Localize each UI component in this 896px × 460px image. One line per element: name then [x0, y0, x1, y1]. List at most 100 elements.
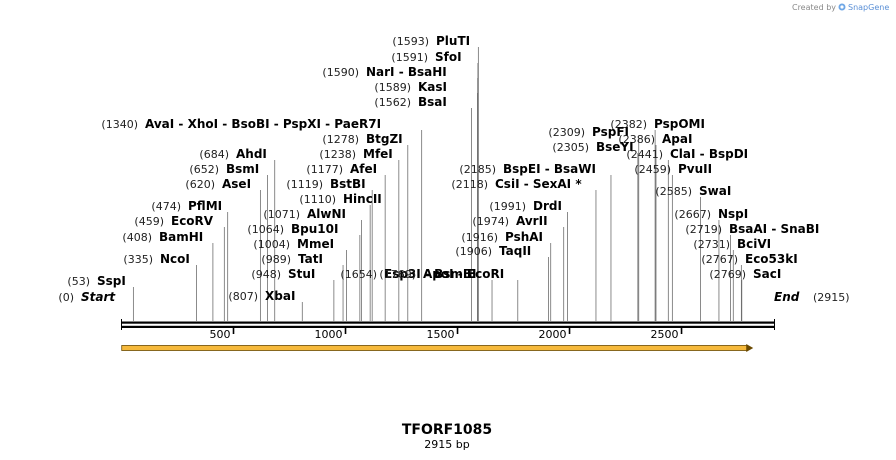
enzyme-site-left[interactable]: (652) BsmI	[189, 162, 259, 176]
cut-site-position: (2667)	[674, 208, 711, 221]
enzyme-site-right[interactable]: (2441) ClaI - BspDI	[626, 147, 748, 161]
enzyme-name[interactable]: SfoI	[435, 50, 462, 64]
orf-feature-arrow[interactable]	[121, 344, 754, 352]
enzyme-name[interactable]: NarI - BsaHI	[366, 65, 447, 79]
enzyme-name[interactable]: SspI	[97, 274, 126, 288]
enzyme-site-left[interactable]: (1340) AvaI - XhoI - BsoBI - PspXI - PaeR…	[101, 117, 381, 131]
enzyme-site-left[interactable]: (989) TatI	[261, 252, 323, 266]
enzyme-name[interactable]: SwaI	[699, 184, 731, 198]
enzyme-site-left[interactable]: (1004) MmeI	[253, 237, 334, 251]
enzyme-site-left[interactable]: (53) SspI	[67, 274, 125, 288]
enzyme-name[interactable]: ApaI	[662, 132, 692, 146]
enzyme-name[interactable]: TatI	[298, 252, 323, 266]
enzyme-site-right[interactable]: (2667) NspI	[674, 207, 748, 221]
enzyme-site-right[interactable]: (2769) SacI	[709, 267, 781, 281]
enzyme-site-right[interactable]: (1991) DrdI	[489, 199, 562, 213]
enzyme-site-left[interactable]: (1177) AfeI	[306, 162, 377, 176]
enzyme-name[interactable]: PspOMI	[654, 117, 705, 131]
enzyme-name[interactable]: ClaI - BspDI	[670, 147, 748, 161]
enzyme-name[interactable]: AhdI	[236, 147, 267, 161]
enzyme-name[interactable]: KasI	[418, 80, 447, 94]
enzyme-site-left[interactable]: (1593) PluTI	[392, 34, 470, 48]
enzyme-site-right[interactable]: (2382) PspOMI	[610, 117, 705, 131]
enzyme-site-right[interactable]: (1916) PshAI	[461, 230, 543, 244]
enzyme-site-right[interactable]: (2731) BciVI	[693, 237, 771, 251]
enzyme-site-left[interactable]: (1110) HincII	[299, 192, 381, 206]
enzyme-site-left[interactable]: (1238) MfeI	[319, 147, 392, 161]
enzyme-name[interactable]: PluTI	[436, 34, 470, 48]
enzyme-site-right[interactable]: (2585) SwaI	[655, 184, 731, 198]
enzyme-site-right[interactable]: (2459) PvuII	[634, 162, 712, 176]
enzyme-name[interactable]: BstBI	[330, 177, 366, 191]
enzyme-name[interactable]: AvrII	[516, 214, 548, 228]
enzyme-name[interactable]: PvuII	[678, 162, 712, 176]
enzyme-name[interactable]: HincII	[343, 192, 382, 206]
enzyme-name[interactable]: BseYI	[596, 140, 634, 154]
enzyme-name[interactable]: AlwNI	[307, 207, 346, 221]
enzyme-name[interactable]: ApoI - EcoRI	[423, 267, 504, 281]
enzyme-name[interactable]: AseI	[222, 177, 251, 191]
enzyme-name[interactable]: CsiI - SexAI *	[495, 177, 582, 191]
enzyme-site-left[interactable]: (807) XbaI	[228, 289, 295, 303]
enzyme-site-left[interactable]: (1064) Bpu10I	[247, 222, 338, 236]
enzyme-site-left[interactable]: (1562) BsaI	[374, 95, 446, 109]
enzyme-site-left[interactable]: (620) AseI	[185, 177, 251, 191]
enzyme-name[interactable]: PshAI	[505, 230, 543, 244]
enzyme-site-right[interactable]: (1974) AvrII	[472, 214, 547, 228]
enzyme-name[interactable]: Eco53kI	[745, 252, 798, 266]
enzyme-name[interactable]: NcoI	[160, 252, 190, 266]
enzyme-site-right[interactable]: (2118) CsiI - SexAI *	[451, 177, 582, 191]
enzyme-name[interactable]: BsaI	[418, 95, 447, 109]
enzyme-name[interactable]: BsmI	[226, 162, 259, 176]
enzyme-site-right[interactable]: (2386) ApaI	[618, 132, 692, 146]
enzyme-site-left[interactable]: (474) PflMI	[151, 199, 222, 213]
enzyme-name[interactable]: TaqII	[499, 244, 531, 258]
enzyme-name[interactable]: XbaI	[265, 289, 295, 303]
enzyme-site-left[interactable]: (1590) NarI - BsaHI	[322, 65, 446, 79]
enzyme-site-left[interactable]: (459) EcoRV	[134, 214, 213, 228]
orf-feature-arrowhead[interactable]	[746, 344, 754, 352]
enzyme-name[interactable]: MmeI	[297, 237, 334, 251]
backbone-bottom-strand	[121, 325, 775, 328]
enzyme-site-left[interactable]: (1591) SfoI	[391, 50, 461, 64]
cut-site-position: (53)	[67, 275, 90, 288]
cut-site-position: (2382)	[610, 118, 647, 131]
ruler-tick-label: 2000	[539, 328, 567, 341]
enzyme-name[interactable]: BamHI	[159, 230, 203, 244]
enzyme-name[interactable]: SacI	[753, 267, 781, 281]
enzyme-site-left[interactable]: (948) StuI	[251, 267, 315, 281]
enzyme-name[interactable]: MfeI	[363, 147, 393, 161]
enzyme-site-right[interactable]: (2305) BseYI	[552, 140, 633, 154]
enzyme-site-left[interactable]: (408) BamHI	[122, 230, 203, 244]
enzyme-site-right[interactable]: (1906) TaqII	[455, 244, 531, 258]
enzyme-site-right[interactable]: (2767) Eco53kI	[701, 252, 797, 266]
enzyme-name[interactable]: AfeI	[350, 162, 377, 176]
enzyme-name[interactable]: PflMI	[188, 199, 222, 213]
enzyme-name[interactable]: DrdI	[533, 199, 562, 213]
enzyme-name[interactable]: AvaI - XhoI - BsoBI - PspXI - PaeR7I	[145, 117, 381, 131]
cut-site-position: (1991)	[489, 200, 526, 213]
enzyme-name[interactable]: NspI	[718, 207, 748, 221]
enzyme-site-left[interactable]: (684) AhdI	[199, 147, 266, 161]
enzyme-site-left[interactable]: (1119) BstBI	[286, 177, 365, 191]
enzyme-name[interactable]: BsaAI - SnaBI	[729, 222, 819, 236]
enzyme-name[interactable]: Esp3I - BsmBI	[384, 267, 476, 281]
enzyme-site-right[interactable]: (2309) PspFI	[548, 125, 629, 139]
enzyme-site-left[interactable]: (1769) ApoI - EcoRI	[379, 267, 504, 281]
enzyme-site-left[interactable]: (1071) AlwNI	[263, 207, 346, 221]
enzyme-name[interactable]: Bpu10I	[291, 222, 338, 236]
enzyme-site-right[interactable]: (2185) BspEI - BsaWI	[459, 162, 596, 176]
enzyme-site-left[interactable]: (1654) Esp3I - BsmBI	[340, 267, 476, 281]
enzyme-name[interactable]: BspEI - BsaWI	[503, 162, 596, 176]
enzyme-site-right[interactable]: (2719) BsaAI - SnaBI	[685, 222, 819, 236]
enzyme-site-left[interactable]: (1278) BtgZI	[322, 132, 402, 146]
enzyme-name[interactable]: StuI	[288, 267, 315, 281]
enzyme-name[interactable]: BciVI	[737, 237, 771, 251]
enzyme-site-left[interactable]: (1589) KasI	[374, 80, 447, 94]
enzyme-name[interactable]: EcoRV	[171, 214, 214, 228]
orf-feature-bar[interactable]	[121, 345, 748, 351]
enzyme-site-left[interactable]: (335) NcoI	[123, 252, 189, 266]
cut-site-position: (2459)	[634, 163, 671, 176]
enzyme-name[interactable]: PspFI	[592, 125, 629, 139]
enzyme-name[interactable]: BtgZI	[366, 132, 403, 146]
